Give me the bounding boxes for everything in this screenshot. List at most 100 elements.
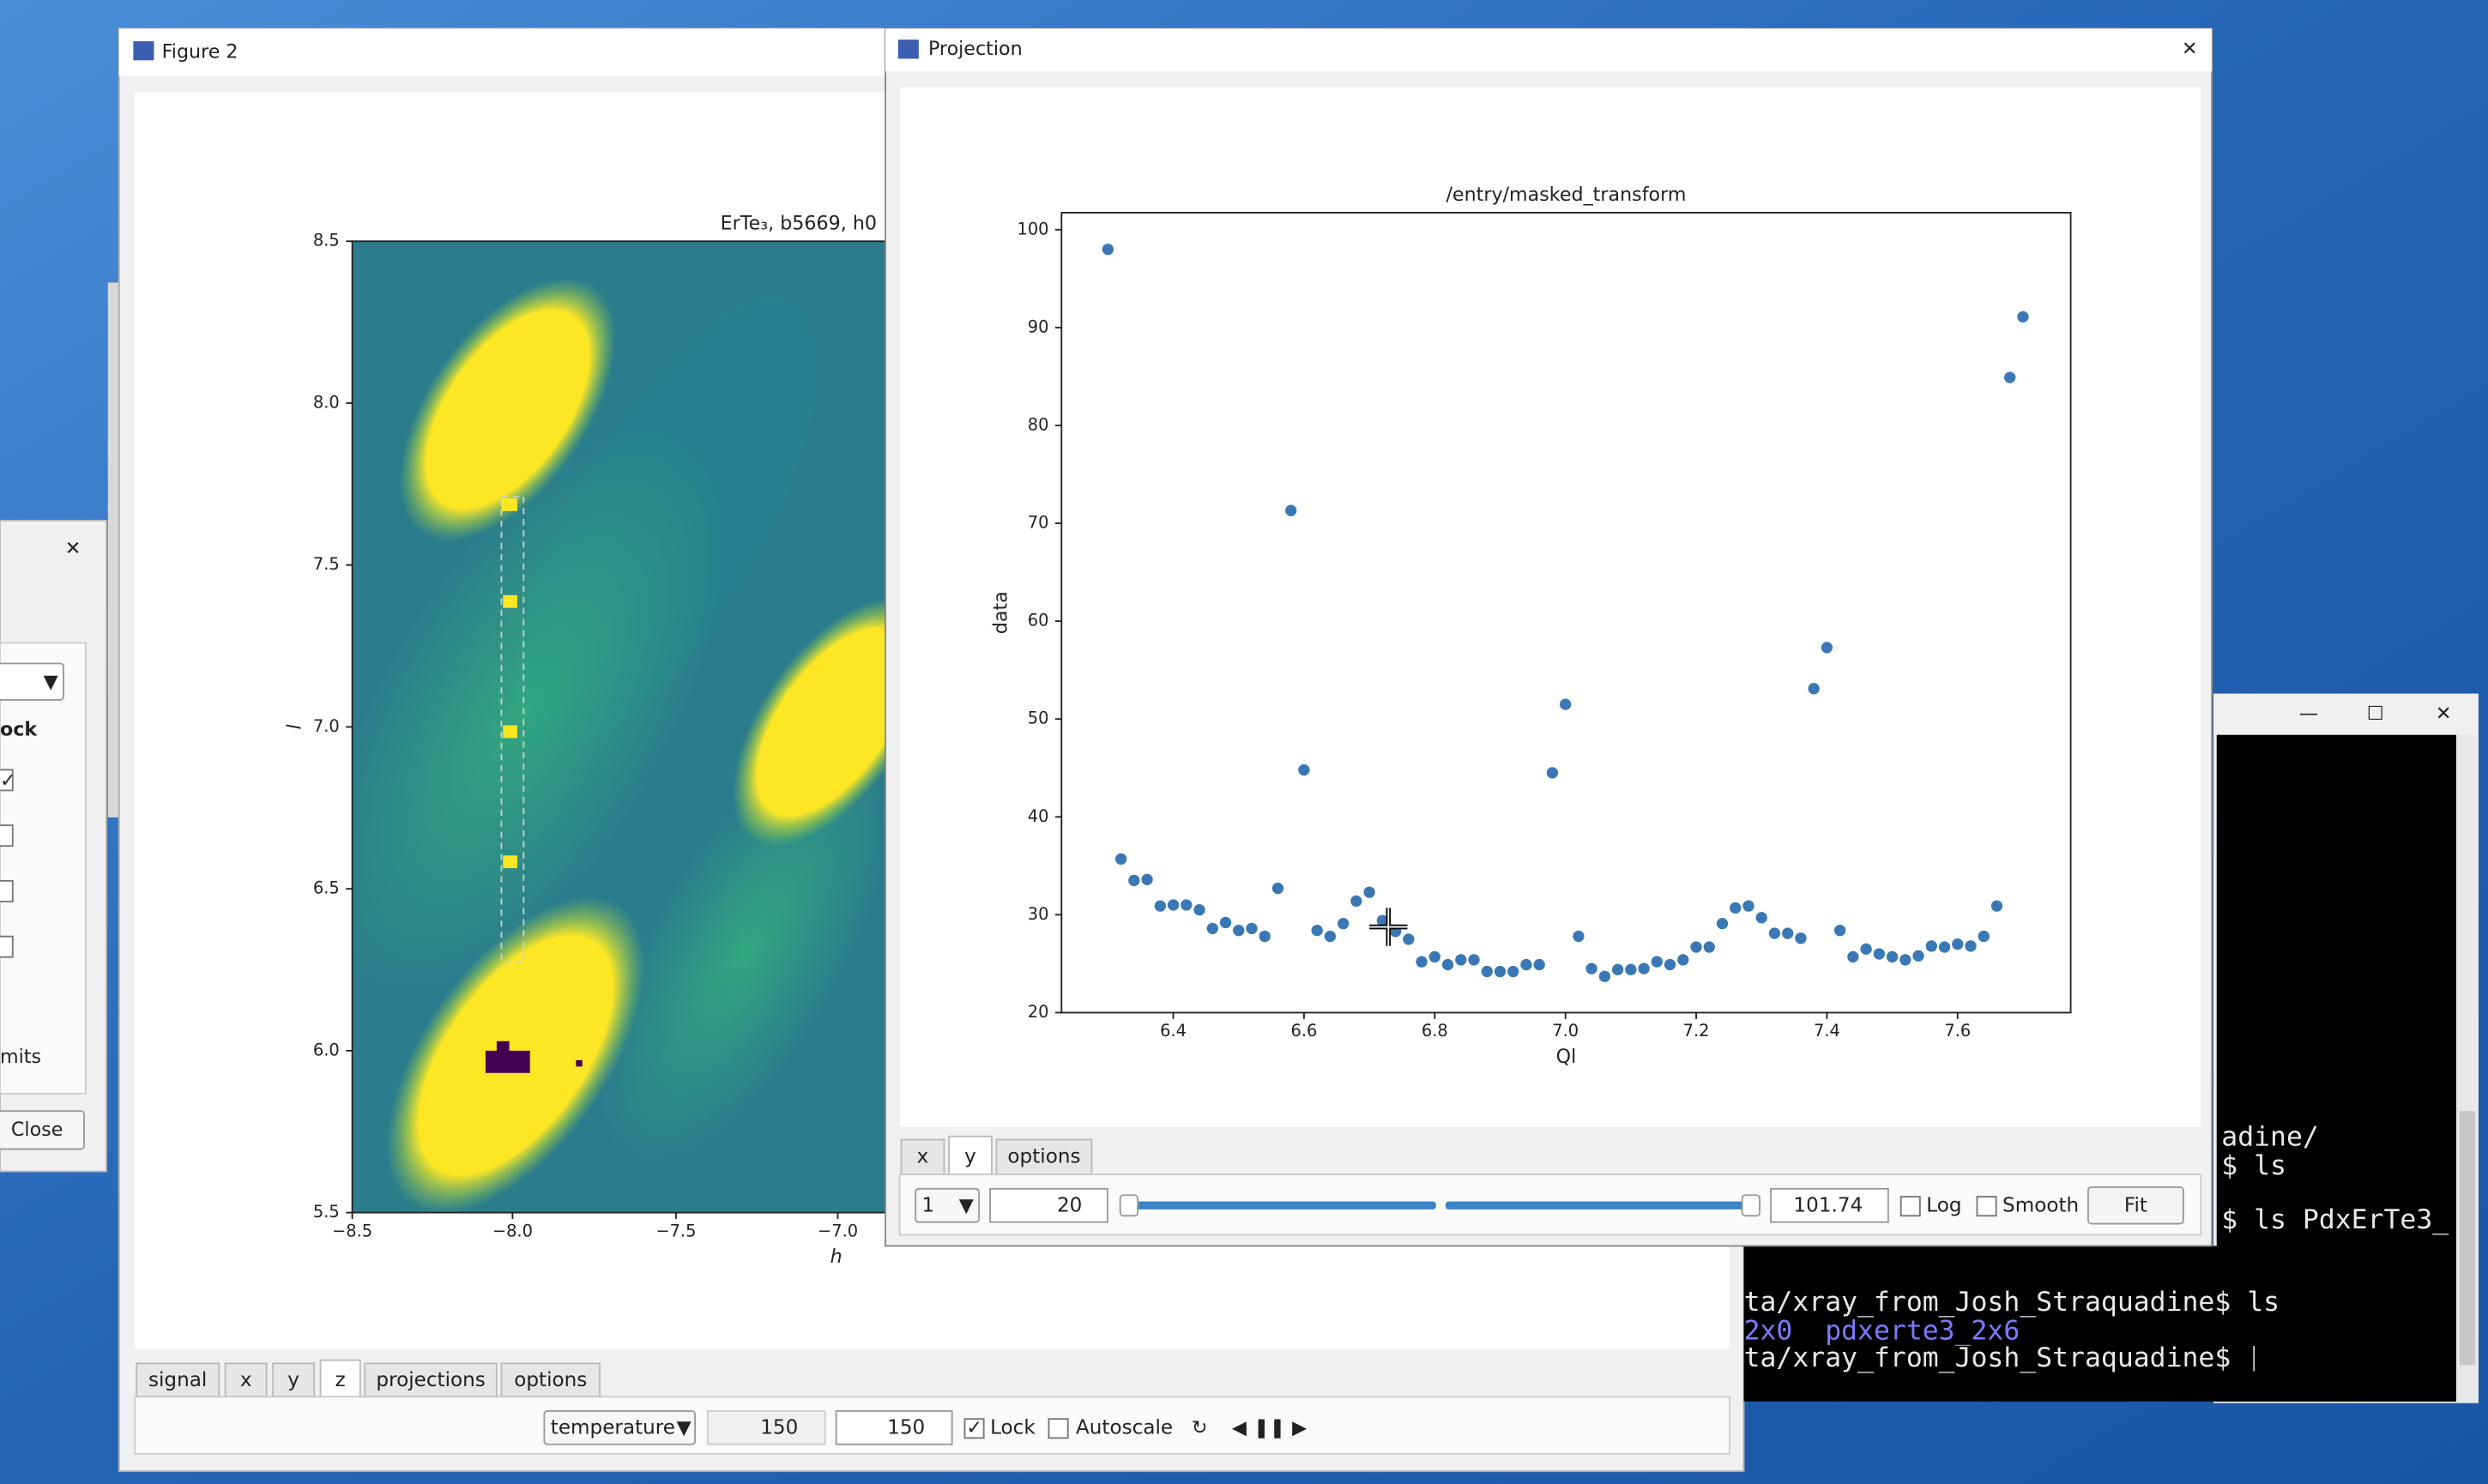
tab[interactable] <box>224 1362 268 1398</box>
svg-text:▼: ▼ <box>44 671 58 693</box>
fit-button[interactable] <box>2087 1186 2184 1225</box>
data-point <box>1990 900 2003 912</box>
data-point <box>1338 917 1350 930</box>
data-point <box>1886 950 1899 963</box>
minimize-button[interactable]: — <box>2299 703 2318 725</box>
data-point <box>1441 958 1454 971</box>
data-point <box>1768 927 1781 939</box>
tab[interactable] <box>136 1362 220 1398</box>
chart-title: /entry/masked_transform <box>1446 184 1686 206</box>
terminal-line: ta/xray_from_Josh_Straquadine$ <box>1744 1342 2231 1373</box>
close-button[interactable]: ✕ <box>2182 38 2198 60</box>
tab[interactable] <box>948 1135 993 1176</box>
data-point <box>2004 371 2016 383</box>
plot-title: ErTe₃, b5669, h0 <box>721 212 877 234</box>
tab-bar: signal x y z projections options <box>136 1359 601 1398</box>
data-point <box>1847 950 1859 963</box>
close-button[interactable]: ✕ <box>2436 703 2452 725</box>
checkbox[interactable] <box>963 1418 985 1439</box>
data-point <box>1795 932 1807 944</box>
label: mits <box>0 1046 41 1068</box>
tab[interactable] <box>364 1362 498 1398</box>
checkbox[interactable] <box>0 879 14 902</box>
svg-text:✓: ✓ <box>0 769 16 792</box>
data-point <box>1520 958 1532 971</box>
checkbox[interactable] <box>0 935 14 958</box>
spinbox-value: 20 <box>1057 1195 1082 1217</box>
data-point <box>1965 940 1977 952</box>
checkbox[interactable] <box>1048 1418 1069 1439</box>
checkbox[interactable] <box>1899 1196 1921 1217</box>
checkbox[interactable] <box>1976 1196 1997 1217</box>
tab-label: signal <box>148 1369 207 1391</box>
back-button[interactable]: ◀ <box>1232 1417 1247 1439</box>
x-tick-label: 7.6 <box>1944 1021 1971 1041</box>
combo-box[interactable] <box>0 662 64 701</box>
terminal-line: 2x0 pdxerte3_2x6 <box>1744 1315 2020 1346</box>
button-label: Close <box>11 1119 63 1141</box>
cursor <box>1369 908 1408 946</box>
y-tick-label: 50 <box>1028 709 1049 728</box>
combo-box[interactable] <box>543 1409 697 1445</box>
tab-label: y <box>964 1145 976 1167</box>
tab-label: x <box>240 1369 252 1391</box>
slider[interactable] <box>1127 1201 1436 1210</box>
tab[interactable] <box>272 1362 316 1398</box>
tab-label: z <box>335 1369 346 1391</box>
terminal-line: ta/xray_from_Josh_Straquadine$ ls <box>1744 1287 2280 1318</box>
data-point <box>1611 963 1624 975</box>
data-point <box>1455 954 1467 966</box>
data-point <box>1978 930 1990 943</box>
y-tick-label: 20 <box>1028 1002 1049 1022</box>
data-point <box>1219 916 1232 929</box>
y-tick-label: 80 <box>1028 414 1049 434</box>
spinbox[interactable] <box>1770 1187 1889 1223</box>
spinbox-value: 150 <box>887 1417 925 1439</box>
x-axis-label: Ql <box>1556 1046 1577 1068</box>
data-point <box>1677 954 1689 966</box>
spinbox-value: 101.74 <box>1793 1195 1863 1217</box>
tab[interactable] <box>995 1138 1093 1176</box>
maximize-button[interactable]: ☐ <box>2367 703 2384 725</box>
y-tick-label: 7.5 <box>313 554 340 574</box>
data-point <box>1585 962 1597 974</box>
x-tick-label: −7.0 <box>818 1221 858 1240</box>
data-point <box>1625 963 1637 975</box>
play-button[interactable]: ▶ <box>1292 1417 1307 1439</box>
data-point <box>1141 873 1153 885</box>
data-point <box>1102 243 1114 256</box>
left-dialog: ✕ ▼ ock ✓ mits Close <box>0 519 107 1173</box>
svg-text:✓: ✓ <box>966 1417 982 1439</box>
data-point <box>1651 956 1663 968</box>
checkbox-label: Smooth <box>2002 1195 2079 1217</box>
combo-box[interactable] <box>915 1187 981 1223</box>
slider-handle[interactable] <box>1119 1194 1139 1217</box>
data-point <box>1833 924 1846 937</box>
reset-button[interactable]: ↻ <box>1192 1417 1208 1439</box>
text-cursor <box>2253 1346 2256 1372</box>
close-icon[interactable]: ✕ <box>65 538 82 560</box>
window-title: Projection <box>928 38 1023 60</box>
terminal-line: $ ls <box>2221 1150 2286 1181</box>
checkbox[interactable] <box>0 824 14 848</box>
spinbox[interactable] <box>835 1409 953 1445</box>
tab[interactable] <box>500 1362 601 1398</box>
tab-label: options <box>1007 1145 1080 1167</box>
slider-handle[interactable] <box>1741 1194 1761 1217</box>
close-button[interactable] <box>0 1110 85 1150</box>
data-point <box>2017 311 2029 323</box>
data-point <box>1494 965 1507 978</box>
data-point <box>1782 927 1794 939</box>
data-point <box>1428 950 1440 963</box>
x-tick-label: −8.0 <box>492 1221 533 1240</box>
checkbox[interactable] <box>0 769 14 792</box>
data-point <box>1324 930 1337 943</box>
data-point <box>1507 965 1519 978</box>
projection-window: Projection ✕ /entry/masked_transform Ql … <box>885 27 2213 1247</box>
pause-button[interactable]: ❚❚ <box>1253 1417 1285 1439</box>
slider[interactable] <box>1445 1201 1759 1210</box>
spinbox[interactable] <box>989 1187 1108 1223</box>
data-point <box>1925 940 1937 952</box>
data-point <box>1206 922 1218 935</box>
